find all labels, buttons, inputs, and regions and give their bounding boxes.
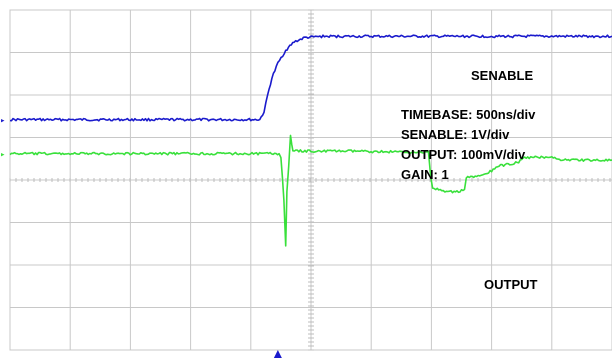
output-channel-marker: ▸ <box>1 152 5 159</box>
senable-channel-marker: ▸ <box>1 118 5 125</box>
senable-trace <box>9 34 612 122</box>
trigger-position-icon <box>273 350 282 358</box>
gain-annotation: GAIN: 1 <box>401 167 449 182</box>
senable-trace-label: SENABLE <box>471 68 533 83</box>
output-trace-label: OUTPUT <box>484 277 538 292</box>
senable-scale-annotation: SENABLE: 1V/div <box>401 127 510 142</box>
plot-grid <box>9 9 612 351</box>
trigger-marker <box>273 350 282 358</box>
timebase-annotation: TIMEBASE: 500ns/div <box>401 107 536 122</box>
trace-layer: ▸▸ <box>1 34 612 247</box>
output-scale-annotation: OUTPUT: 100mV/div <box>401 147 526 162</box>
output-trace <box>9 134 612 247</box>
